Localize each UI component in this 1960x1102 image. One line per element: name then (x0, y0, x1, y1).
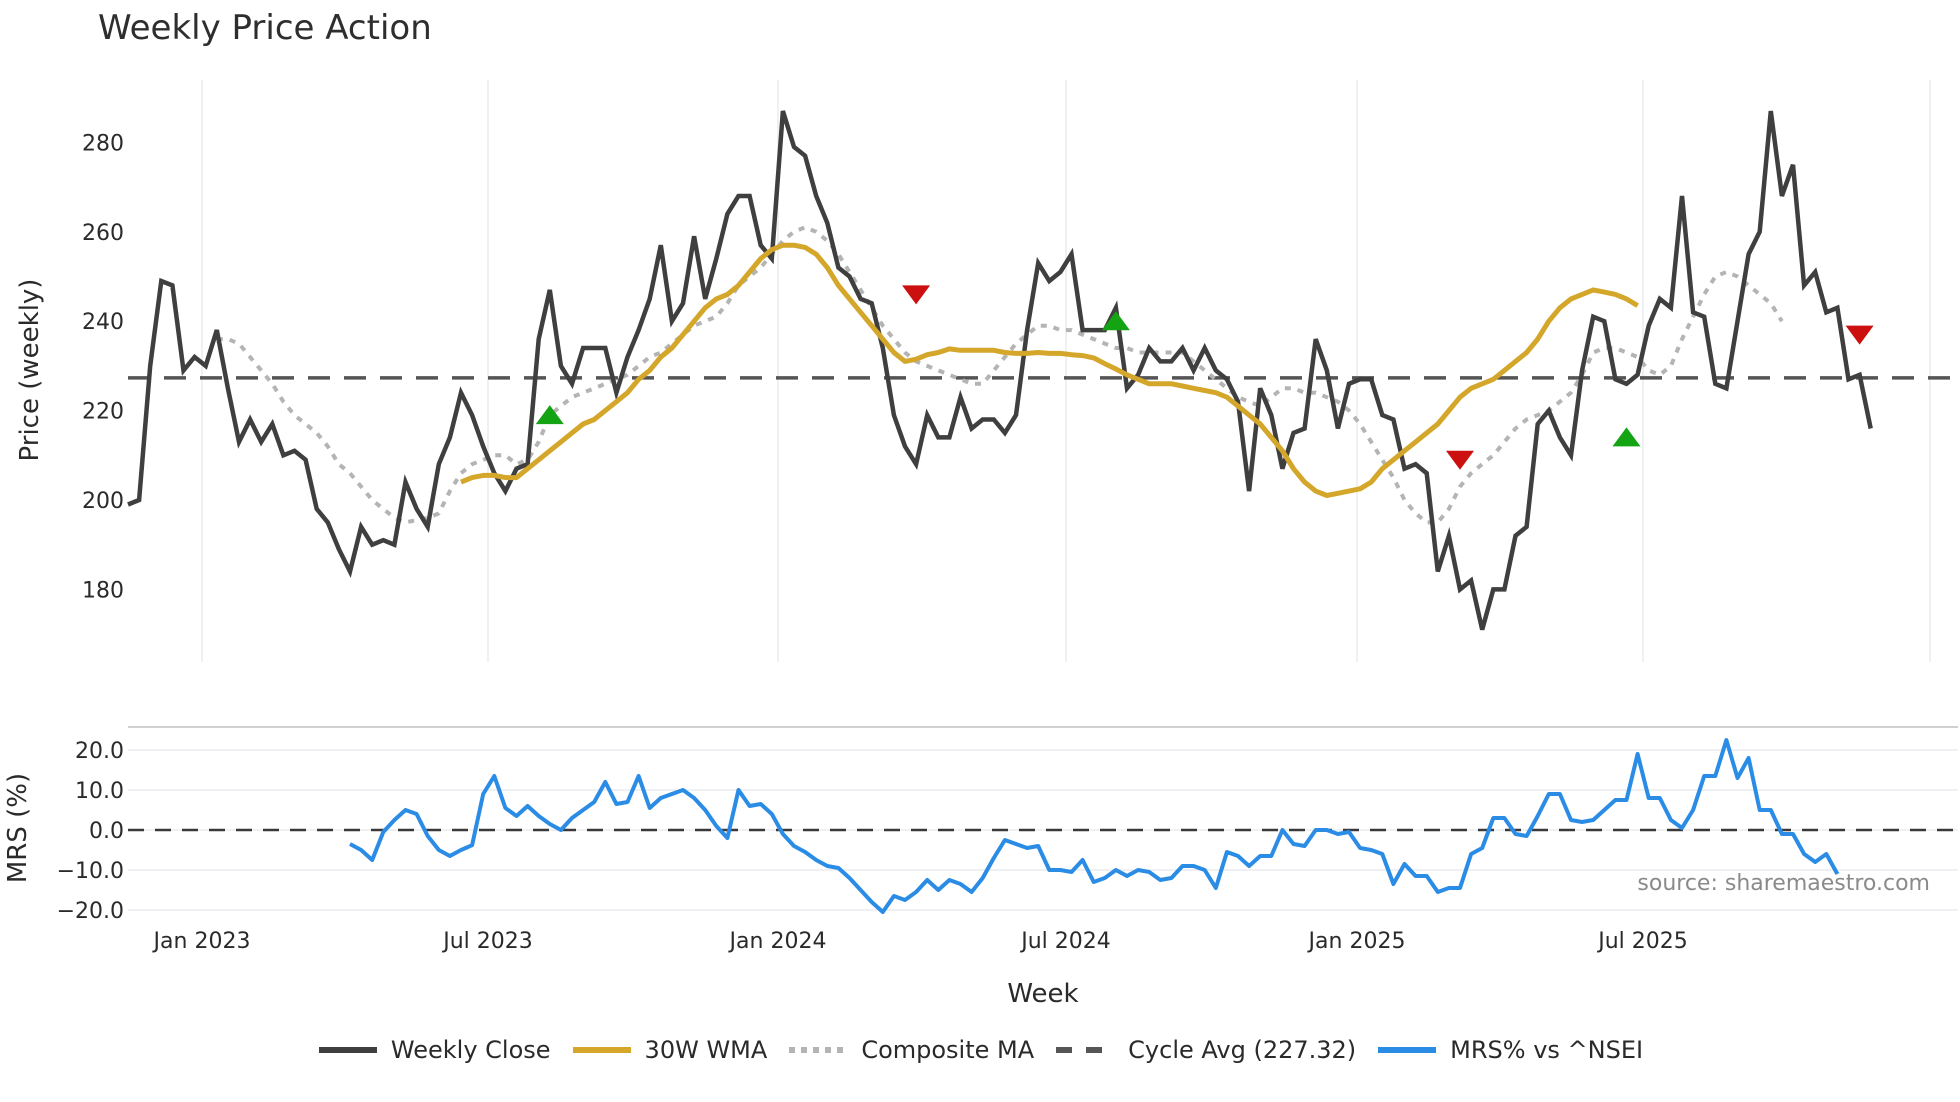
buy-signal-triangle-up-icon (1101, 311, 1130, 331)
svg-text:180: 180 (82, 578, 124, 603)
axes: 180 200 220 240 260 280 Jan 2023 Jul 2023 Jan 20… (57, 131, 1688, 954)
sell-signal-triangle-down-icon (902, 285, 931, 305)
legend-item-cycle-avg[interactable]: Cycle Avg (227.32) (1054, 1036, 1356, 1064)
legend-item-mrs[interactable]: MRS% vs ^NSEI (1376, 1036, 1643, 1064)
legend-label: Weekly Close (390, 1036, 551, 1064)
legend-label: MRS% vs ^NSEI (1450, 1036, 1644, 1064)
cycle-avg-dashed-line-icon (1054, 1044, 1116, 1056)
svg-text:Jul 2024: Jul 2024 (1019, 929, 1111, 954)
sell-signal-triangle-down-icon (1446, 450, 1474, 470)
legend-label: Cycle Avg (227.32) (1128, 1036, 1357, 1064)
sell-signal-triangle-down-icon (1845, 325, 1874, 345)
buy-signal-triangle-up-icon (1612, 427, 1641, 447)
mrs-y-axis-label: MRS (%) (3, 773, 33, 883)
legend-label: Composite MA (861, 1036, 1035, 1064)
chart-title: Weekly Price Action (98, 8, 432, 48)
svg-text:0.0: 0.0 (89, 819, 124, 844)
signal-markers (535, 285, 1874, 470)
source-attribution: source: sharemaestro.com (1637, 871, 1930, 896)
composite-ma-dotted-line-icon (787, 1044, 849, 1056)
svg-text:10.0: 10.0 (75, 779, 124, 804)
svg-text:Jan 2025: Jan 2025 (1307, 929, 1406, 954)
svg-text:220: 220 (82, 400, 124, 425)
legend-item-30w-wma[interactable]: 30W WMA (571, 1036, 768, 1064)
svg-text:−20.0: −20.0 (57, 899, 124, 924)
wma-line-icon (571, 1044, 633, 1056)
legend-item-weekly-close[interactable]: Weekly Close (317, 1036, 551, 1064)
buy-signal-triangle-up-icon (535, 405, 564, 425)
svg-text:20.0: 20.0 (75, 739, 124, 764)
svg-text:280: 280 (82, 131, 124, 156)
svg-text:Jan 2023: Jan 2023 (152, 929, 251, 954)
legend: Weekly Close 30W WMA Composite MA Cycle … (0, 1036, 1960, 1064)
x-axis-label: Week (1007, 979, 1078, 1009)
svg-text:Jan 2024: Jan 2024 (728, 929, 827, 954)
weekly-close-line-icon (317, 1044, 379, 1056)
mrs-line-icon (1376, 1044, 1438, 1056)
series (127, 110, 1958, 914)
svg-text:−10.0: −10.0 (57, 859, 124, 884)
svg-text:240: 240 (82, 310, 124, 335)
legend-label: 30W WMA (644, 1036, 768, 1064)
svg-text:Jul 2023: Jul 2023 (441, 929, 533, 954)
svg-text:260: 260 (82, 221, 124, 246)
price-y-axis-label: Price (weekly) (15, 279, 45, 462)
svg-text:200: 200 (82, 489, 124, 514)
legend-item-composite-ma[interactable]: Composite MA (787, 1036, 1034, 1064)
svg-text:Jul 2025: Jul 2025 (1596, 929, 1688, 954)
